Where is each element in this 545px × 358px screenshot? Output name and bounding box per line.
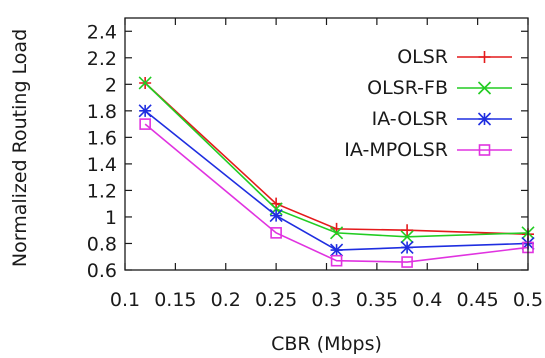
y-tick-label: 1.6 bbox=[87, 127, 117, 149]
data-point bbox=[138, 76, 152, 90]
y-tick-label: 1 bbox=[105, 207, 117, 229]
data-point bbox=[138, 104, 152, 118]
data-point bbox=[330, 254, 343, 267]
x-axis-label: CBR (Mbps) bbox=[271, 333, 382, 355]
legend-entry: IA-MPOLSR bbox=[344, 139, 512, 161]
y-axis-label: Normalized Routing Load bbox=[9, 29, 31, 267]
x-tick-label: 0.45 bbox=[456, 289, 498, 311]
legend-marker bbox=[478, 51, 491, 63]
x-tick-label: 0.3 bbox=[311, 289, 341, 311]
y-axis-ticks: 0.6 0.8 1 1.2 1.4 1.6 1.8 2 2.2 2.4 bbox=[87, 21, 528, 282]
series-olsr-fb bbox=[138, 76, 535, 244]
data-point bbox=[330, 243, 344, 257]
legend-entry: OLSR-FB bbox=[367, 77, 512, 99]
data-point bbox=[139, 118, 151, 130]
legend-label: OLSR-FB bbox=[367, 77, 448, 99]
legend-label: IA-OLSR bbox=[372, 108, 448, 130]
x-tick-label: 0.35 bbox=[356, 289, 398, 311]
legend-label: OLSR bbox=[397, 46, 448, 68]
x-tick-label: 0.15 bbox=[154, 289, 196, 311]
y-tick-label: 2 bbox=[105, 74, 117, 96]
plot-frame bbox=[124, 17, 529, 271]
x-tick-label: 0.25 bbox=[255, 289, 297, 311]
data-point bbox=[400, 240, 414, 255]
data-point bbox=[401, 256, 413, 268]
series-line bbox=[144, 82, 529, 235]
data-point bbox=[270, 227, 282, 239]
x-tick-label: 0.2 bbox=[211, 289, 241, 311]
data-point bbox=[401, 224, 414, 237]
x-tick-label: 0.5 bbox=[513, 289, 543, 311]
legend-marker bbox=[478, 144, 491, 156]
legend-entry: IA-OLSR bbox=[372, 108, 512, 130]
y-tick-label: 2.2 bbox=[87, 48, 117, 70]
x-axis-ticks: 0.1 0.15 0.2 0.25 0.3 0.35 0.4 0.45 0.5 bbox=[110, 18, 543, 311]
series-layer bbox=[138, 76, 535, 268]
legend-marker bbox=[477, 112, 492, 126]
series-line bbox=[144, 82, 529, 238]
x-tick-label: 0.4 bbox=[412, 289, 442, 311]
y-tick-label: 1.4 bbox=[87, 154, 117, 176]
y-tick-label: 0.8 bbox=[87, 233, 117, 255]
legend-label: IA-MPOLSR bbox=[344, 139, 448, 161]
y-tick-label: 0.6 bbox=[87, 260, 117, 282]
data-point bbox=[269, 209, 283, 223]
data-point bbox=[400, 230, 414, 244]
legend: OLSR OLSR-FB IA-OLSR IA-MPOLSR bbox=[344, 46, 512, 161]
y-tick-label: 2.4 bbox=[87, 21, 117, 43]
y-tick-label: 1.8 bbox=[87, 101, 117, 123]
data-point bbox=[330, 226, 344, 240]
series-line bbox=[144, 123, 529, 263]
y-tick-label: 1.2 bbox=[87, 180, 117, 202]
x-tick-label: 0.1 bbox=[110, 289, 140, 311]
legend-entry: OLSR bbox=[397, 46, 512, 68]
data-point bbox=[270, 197, 283, 210]
series-olsr bbox=[139, 76, 534, 241]
legend-marker bbox=[477, 81, 492, 95]
